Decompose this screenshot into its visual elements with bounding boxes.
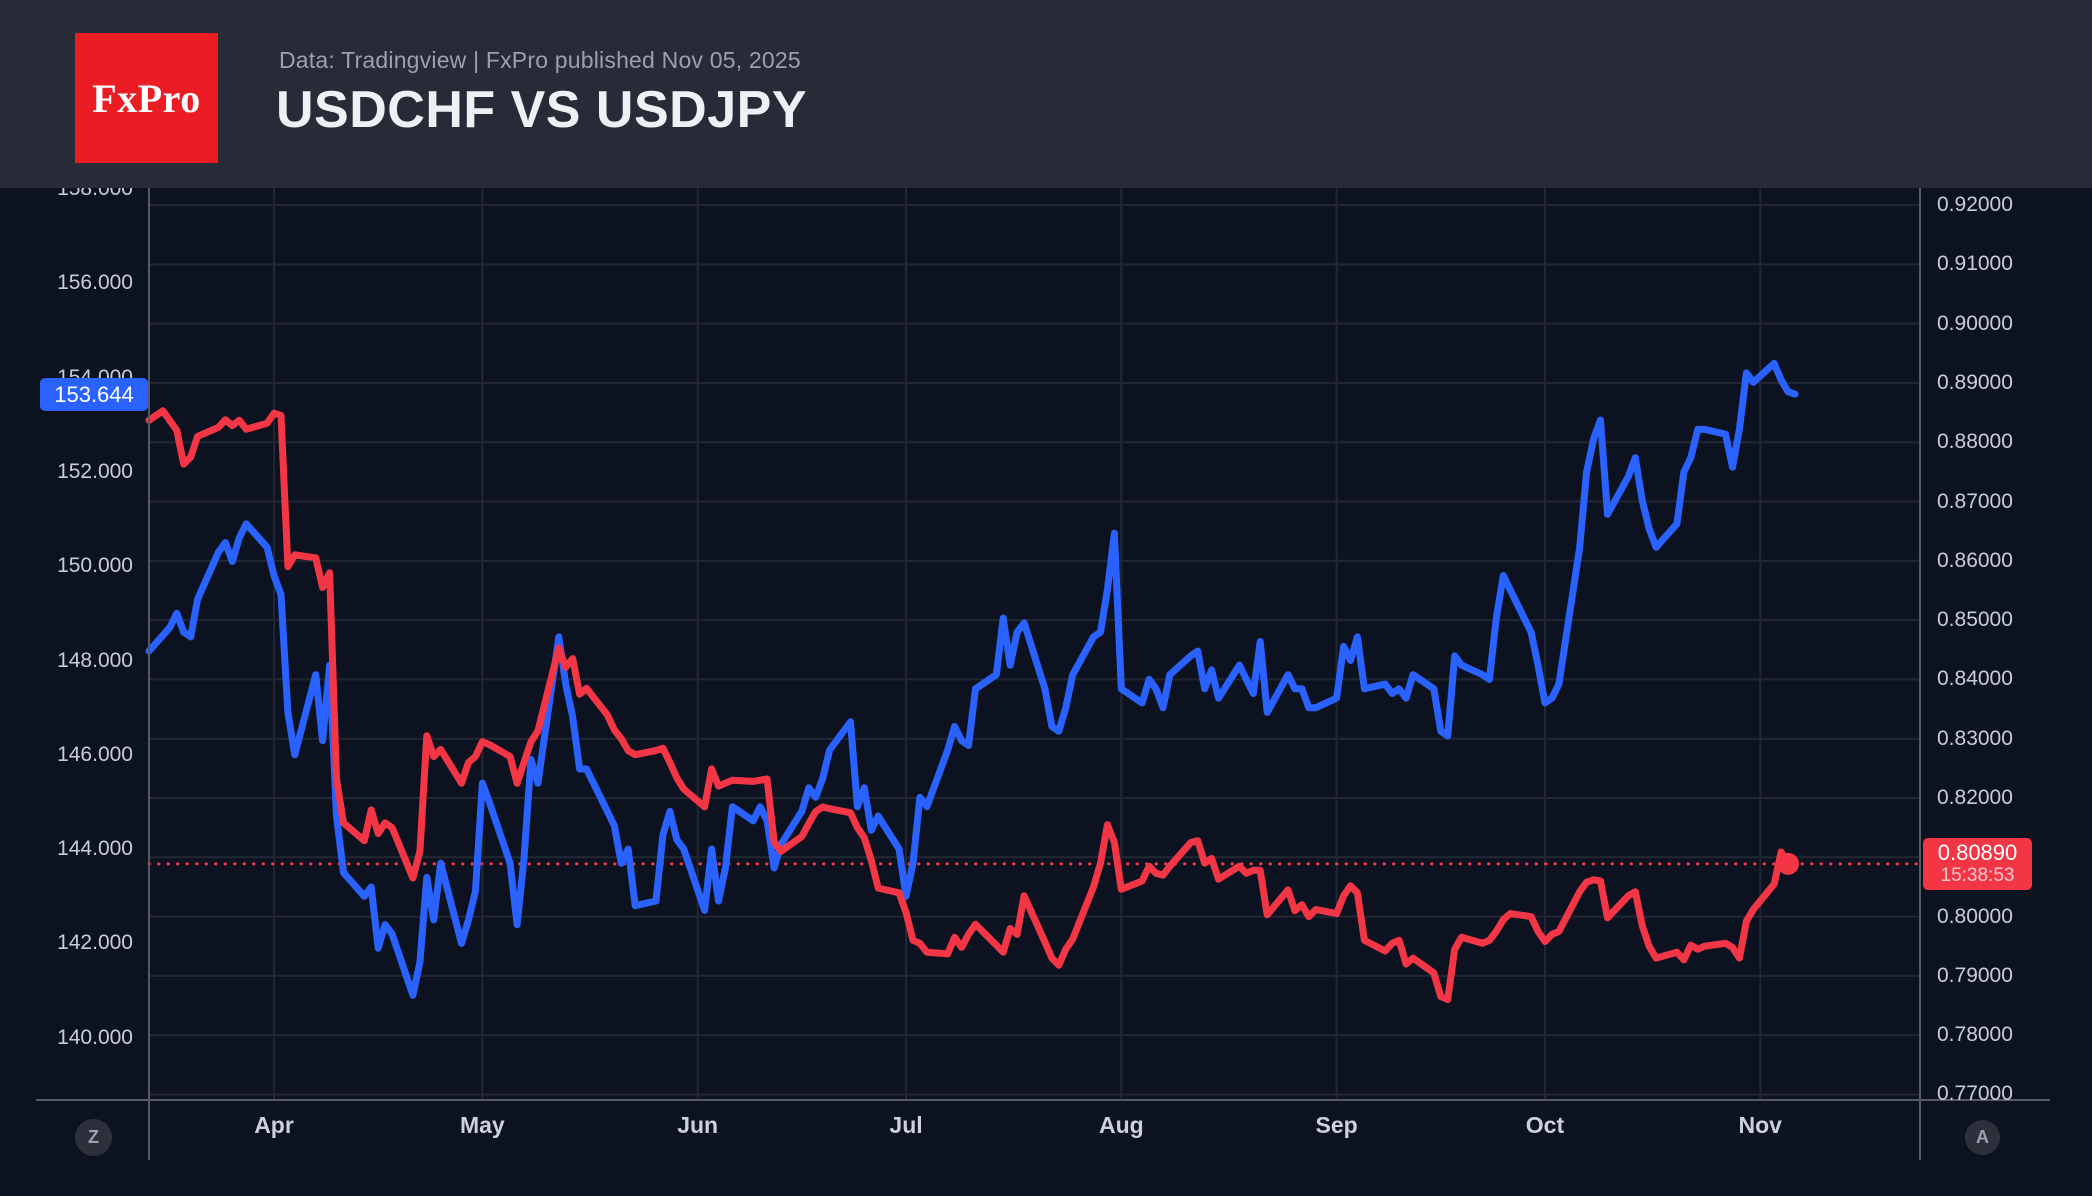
fxpro-logo-text: FxPro [92, 75, 201, 121]
page-title: USDCHF VS USDJPY [276, 81, 807, 139]
z-button-label: Z [88, 1127, 99, 1147]
y-axis-right-label: 0.91000 [1937, 252, 2013, 276]
series-usdchf-line [145, 407, 1792, 1004]
left-price-axis-separator [148, 188, 150, 1160]
right-price-axis-separator [1919, 188, 1921, 1160]
y-axis-right-label: 0.79000 [1937, 963, 2013, 987]
y-axis-right-label: 0.85000 [1937, 608, 2013, 632]
y-axis-left-label: 146.000 [57, 742, 133, 766]
x-axis-month-label: Oct [1525, 1112, 1565, 1138]
y-axis-right-label: 0.89000 [1937, 370, 2013, 394]
chart-source-caption: Data: Tradingview | FxPro published Nov … [279, 47, 801, 73]
usdchf-last-price-time: 15:38:53 [1940, 865, 2015, 887]
y-axis-right-label: 0.84000 [1937, 667, 2013, 691]
header-bar: FxPro Data: Tradingview | FxPro publishe… [0, 0, 2092, 188]
x-axis-month-label: Nov [1738, 1112, 1782, 1138]
x-axis-month-label: May [459, 1112, 505, 1138]
y-axis-left-label: 156.000 [57, 271, 133, 295]
z-button[interactable]: Z [75, 1119, 112, 1156]
series-usdchf-end-dot [1777, 852, 1800, 875]
x-axis-month-label: Sep [1315, 1112, 1358, 1138]
y-axis-left-label: 140.000 [57, 1025, 133, 1049]
x-axis-month-label: Jul [889, 1112, 923, 1138]
a-button-label: A [1976, 1127, 1989, 1147]
x-axis-month-label: Aug [1098, 1112, 1144, 1138]
y-axis-right-label: 0.92000 [1937, 193, 2013, 217]
y-axis-left-label: 152.000 [57, 459, 133, 483]
y-axis-right-label: 0.82000 [1937, 785, 2013, 809]
y-axis-right-label: 0.86000 [1937, 548, 2013, 572]
usdjpy-last-price: 153.644 [54, 381, 134, 407]
y-axis-left-label: 142.000 [57, 931, 133, 955]
y-axis-right-label: 0.77000 [1937, 1082, 2013, 1106]
usdjpy-last-price-badge: 153.644 [40, 378, 148, 412]
x-axis-month-label: Jun [677, 1112, 719, 1138]
y-axis-right-label: 0.87000 [1937, 489, 2013, 513]
y-axis-right-label: 0.88000 [1937, 430, 2013, 454]
y-axis-left-label: 144.000 [57, 837, 133, 861]
series-usdjpy-line [145, 359, 1799, 999]
usdchf-last-price-badge: 0.80890 15:38:53 [1923, 837, 2032, 890]
y-axis-left-label: 150.000 [57, 554, 133, 578]
usdchf-last-price: 0.80890 [1937, 839, 2018, 865]
y-axis-right-label: 0.83000 [1937, 726, 2013, 750]
y-axis-left-label: 148.000 [57, 648, 133, 672]
y-axis-right-label: 0.80000 [1937, 904, 2013, 928]
x-axis-month-label: Apr [254, 1112, 294, 1138]
y-axis-right-label: 0.90000 [1937, 311, 2013, 335]
a-button[interactable]: A [1965, 1120, 2000, 1155]
fxpro-logo: FxPro [75, 33, 218, 163]
time-axis-line [36, 1099, 2050, 1101]
y-axis-right-label: 0.78000 [1937, 1023, 2013, 1047]
